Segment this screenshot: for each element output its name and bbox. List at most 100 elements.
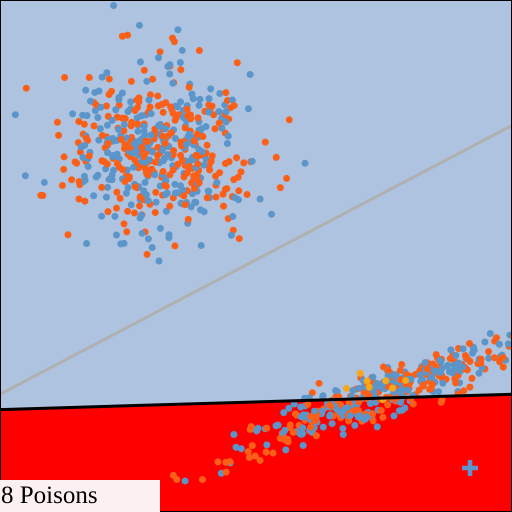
scatter-point	[156, 224, 164, 232]
scatter-point	[244, 105, 252, 113]
scatter-point	[166, 202, 174, 210]
scatter-point	[427, 373, 435, 381]
scatter-point	[200, 161, 208, 169]
scatter-point	[220, 202, 228, 210]
scatter-point	[183, 169, 191, 177]
scatter-point	[75, 195, 83, 203]
scatter-point	[427, 385, 435, 393]
scatter-point	[205, 95, 213, 103]
scatter-point	[194, 152, 202, 160]
scatter-point	[102, 193, 110, 201]
scatter-point	[205, 187, 213, 195]
scatter-point	[438, 396, 446, 404]
scatter-point	[171, 134, 179, 142]
scatter-point	[40, 178, 48, 186]
scatter-point	[148, 244, 156, 252]
scatter-point	[103, 121, 111, 129]
scatter-point	[208, 102, 216, 110]
scatter-point	[435, 388, 443, 396]
scatter-point	[97, 103, 105, 111]
scatter-point	[222, 89, 230, 97]
scatter-point	[188, 179, 196, 187]
scatter-point	[230, 176, 238, 184]
scatter-point	[198, 475, 206, 483]
scatter-point	[363, 390, 371, 398]
scatter-point	[436, 356, 444, 364]
scatter-point	[224, 132, 232, 140]
scatter-point	[439, 364, 447, 372]
scatter-point	[299, 424, 307, 432]
scatter-point	[221, 185, 229, 193]
scatter-point	[135, 202, 143, 210]
scatter-point	[113, 204, 121, 212]
poison-point	[382, 377, 390, 385]
scatter-point	[262, 448, 270, 456]
scatter-point	[504, 340, 512, 348]
scatter-point	[285, 116, 293, 124]
scatter-point	[237, 168, 245, 176]
scatter-point	[96, 125, 104, 133]
scatter-point	[448, 369, 456, 377]
scatter-point	[118, 114, 126, 122]
scatter-point	[213, 179, 221, 187]
scatter-point	[312, 432, 320, 440]
scatter-point	[87, 97, 95, 105]
scatter-point	[68, 176, 76, 184]
scatter-point	[98, 73, 106, 81]
scatter-point	[272, 153, 280, 161]
scatter-point	[244, 448, 252, 456]
scatter-point	[165, 234, 173, 242]
scatter-point	[492, 334, 500, 342]
scatter-point	[81, 197, 89, 205]
scatter-point	[352, 406, 360, 414]
poison-point	[356, 369, 364, 377]
scatter-point	[166, 171, 174, 179]
scatter-point	[269, 449, 277, 457]
scatter-point	[149, 148, 157, 156]
scatter-point	[216, 89, 224, 97]
scatter-point	[147, 131, 155, 139]
scatter-point	[459, 345, 467, 353]
scatter-point	[61, 74, 69, 82]
scatter-point	[230, 430, 238, 438]
scatter-point	[135, 21, 143, 29]
scatter-point	[263, 424, 271, 432]
scatter-point	[90, 192, 98, 200]
scatter-point	[112, 231, 120, 239]
scatter-point	[166, 70, 174, 78]
scatter-point	[256, 195, 264, 203]
scatter-point	[115, 125, 123, 133]
scatter-point	[102, 102, 110, 110]
scatter-point	[119, 166, 127, 174]
scatter-point	[392, 371, 400, 379]
scatter-point	[135, 137, 143, 145]
scatter-point	[108, 171, 116, 179]
scatter-point	[185, 162, 193, 170]
scatter-point	[105, 75, 113, 83]
scatter-point	[152, 188, 160, 196]
scatter-point	[140, 127, 148, 135]
scatter-point	[231, 194, 239, 202]
scatter-point	[162, 191, 170, 199]
scatter-point	[103, 160, 111, 168]
scatter-point	[167, 103, 175, 111]
scatter-point	[144, 171, 152, 179]
scatter-point	[98, 183, 106, 191]
scatter-point	[439, 379, 447, 387]
scatter-point	[92, 173, 100, 181]
scatter-point	[95, 87, 103, 95]
scatter-point	[151, 158, 159, 166]
scatter-point	[127, 201, 135, 209]
scatter-point	[75, 118, 83, 126]
scatter-point	[193, 130, 201, 138]
scatter-point	[58, 181, 66, 189]
scatter-point	[369, 417, 377, 425]
scatter-point	[156, 48, 164, 56]
scatter-point	[351, 421, 359, 429]
scatter-point	[111, 212, 119, 220]
target-point-marker	[462, 459, 479, 476]
scatter-point	[228, 96, 236, 104]
scatter-point	[69, 110, 77, 118]
scatter-point	[115, 93, 123, 101]
